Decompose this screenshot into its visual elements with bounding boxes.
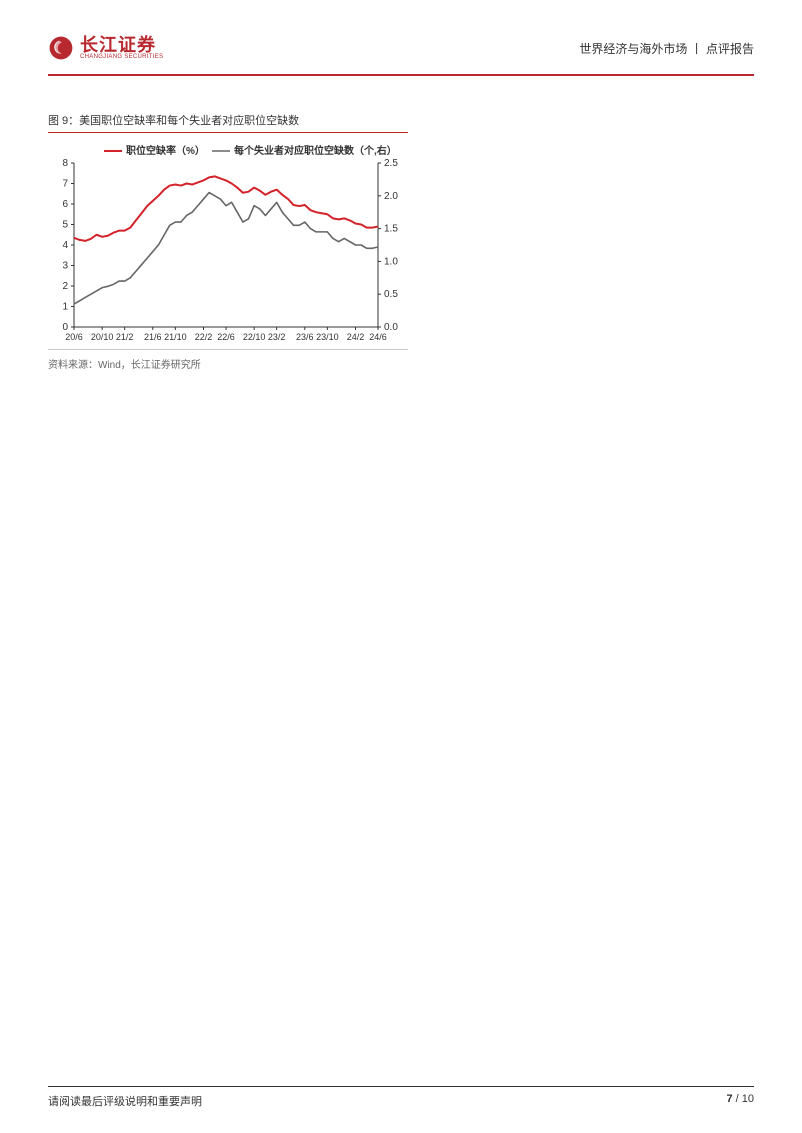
brand-mark-icon [48, 35, 74, 61]
svg-text:22/2: 22/2 [195, 332, 213, 342]
svg-text:23/2: 23/2 [268, 332, 286, 342]
footer-disclaimer: 请阅读最后评级说明和重要声明 [48, 1093, 202, 1109]
svg-text:23/10: 23/10 [316, 332, 339, 342]
svg-text:每个失业者对应职位空缺数（个,右）: 每个失业者对应职位空缺数（个,右） [234, 144, 397, 157]
footer-divider [48, 1086, 754, 1087]
brand-text: 长江证券 CHANGJIANG SECURITIES [80, 36, 163, 60]
svg-text:21/2: 21/2 [116, 332, 134, 342]
page-header: 长江证券 CHANGJIANG SECURITIES 世界经济与海外市场 丨 点… [48, 28, 754, 68]
svg-text:4: 4 [62, 240, 68, 251]
svg-text:1.0: 1.0 [384, 256, 398, 267]
svg-text:20/10: 20/10 [91, 332, 114, 342]
svg-text:22/6: 22/6 [217, 332, 235, 342]
svg-text:2.0: 2.0 [384, 191, 398, 202]
svg-text:职位空缺率（%）: 职位空缺率（%） [126, 144, 205, 157]
svg-text:8: 8 [62, 158, 68, 169]
svg-text:1.5: 1.5 [384, 224, 398, 235]
brand-name-en: CHANGJIANG SECURITIES [80, 54, 163, 60]
brand-name-cn: 长江证券 [80, 36, 163, 54]
svg-text:6: 6 [62, 199, 68, 210]
figure-block: 图 9：美国职位空缺率和每个失业者对应职位空缺数 0123456780.00.5… [48, 112, 754, 371]
footer-row: 请阅读最后评级说明和重要声明 7 / 10 [48, 1093, 754, 1109]
svg-text:20/6: 20/6 [65, 332, 83, 342]
svg-text:2: 2 [62, 281, 68, 292]
figure-caption: 图 9：美国职位空缺率和每个失业者对应职位空缺数 [48, 112, 408, 133]
svg-text:0.5: 0.5 [384, 289, 398, 300]
footer-page-number: 7 / 10 [726, 1093, 754, 1109]
footer-page-total: 10 [742, 1093, 754, 1105]
svg-text:24/6: 24/6 [369, 332, 387, 342]
page-footer: 请阅读最后评级说明和重要声明 7 / 10 [48, 1086, 754, 1109]
chart-canvas: 0123456780.00.51.01.52.02.520/620/1021/2… [48, 139, 408, 349]
page-root: 长江证券 CHANGJIANG SECURITIES 世界经济与海外市场 丨 点… [0, 0, 802, 1133]
svg-text:2.5: 2.5 [384, 158, 398, 169]
svg-text:7: 7 [62, 179, 68, 190]
svg-text:21/6: 21/6 [144, 332, 162, 342]
brand-logo: 长江证券 CHANGJIANG SECURITIES [48, 35, 163, 61]
svg-text:24/2: 24/2 [347, 332, 365, 342]
svg-text:22/10: 22/10 [243, 332, 266, 342]
svg-text:5: 5 [62, 220, 68, 231]
svg-text:3: 3 [62, 261, 68, 272]
figure-source: 资料来源：Wind，长江证券研究所 [48, 349, 408, 371]
line-chart-svg: 0123456780.00.51.01.52.02.520/620/1021/2… [48, 139, 408, 349]
footer-page-current: 7 [726, 1093, 732, 1105]
header-category: 世界经济与海外市场 丨 点评报告 [579, 40, 754, 57]
header-divider [48, 74, 754, 76]
svg-text:1: 1 [62, 302, 68, 313]
svg-text:23/6: 23/6 [296, 332, 314, 342]
svg-text:21/10: 21/10 [164, 332, 187, 342]
